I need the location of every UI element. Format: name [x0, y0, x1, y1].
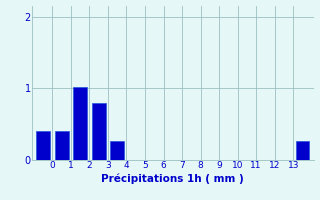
Bar [36, 131, 50, 160]
Bar [73, 87, 87, 160]
Bar [92, 103, 106, 160]
Bar [296, 141, 309, 160]
Bar [55, 131, 68, 160]
Bar [110, 141, 124, 160]
X-axis label: Précipitations 1h ( mm ): Précipitations 1h ( mm ) [101, 173, 244, 184]
